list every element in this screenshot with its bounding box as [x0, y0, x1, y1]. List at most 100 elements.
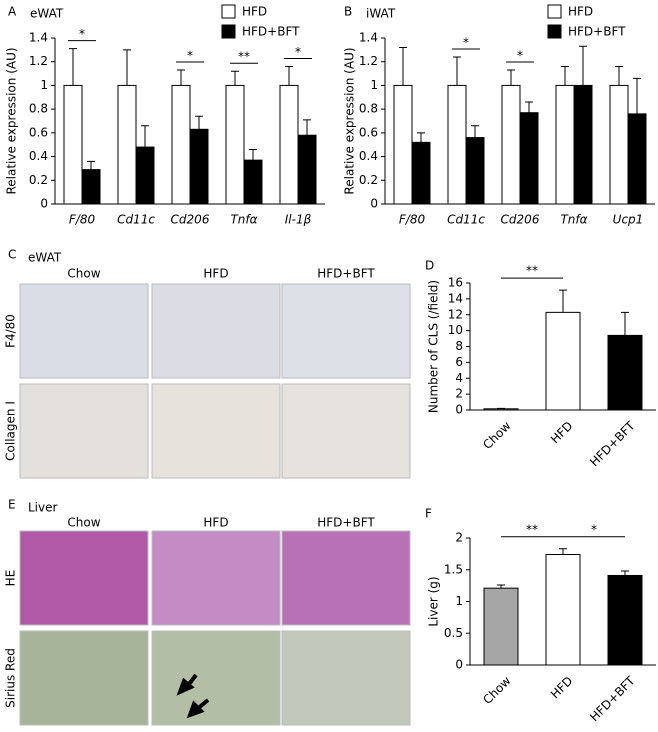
- arrows: [176, 673, 210, 719]
- error-bar: [507, 69, 515, 86]
- bar: [393, 84, 413, 205]
- y-tick-label: 0.8: [359, 102, 378, 116]
- y-tick-label: 0.2: [29, 173, 48, 187]
- legend-label: HFD+BFT: [242, 25, 300, 39]
- arrow: [176, 673, 198, 696]
- legend-swatch: [547, 24, 562, 39]
- significance-label: *: [295, 45, 301, 59]
- error-bar: [177, 69, 185, 86]
- significance-label: **: [526, 522, 538, 536]
- legend-swatch: [547, 4, 562, 19]
- column-label: Chow: [67, 267, 100, 281]
- row-label: F4/80: [4, 314, 18, 348]
- micrograph: [151, 283, 281, 379]
- y-tick-label: 14: [448, 291, 463, 305]
- bar: [189, 128, 209, 205]
- y-tick-label: 0.4: [29, 149, 48, 163]
- bar: [609, 84, 629, 205]
- x-tick-label: HFD: [548, 674, 576, 702]
- error-bar: [621, 311, 629, 336]
- column-label: HFD: [203, 516, 228, 530]
- arrow: [186, 698, 210, 719]
- significance-label: **: [238, 50, 250, 64]
- y-tick-label: 0.4: [359, 149, 378, 163]
- bar: [607, 334, 643, 411]
- error-bar: [123, 49, 131, 86]
- error-bar: [195, 115, 203, 130]
- y-tick-label: 0: [370, 197, 378, 211]
- column-label: HFD+BFT: [317, 516, 375, 530]
- bar: [225, 84, 245, 205]
- panel-letter: C: [8, 248, 16, 262]
- x-tick-label: HFD+BFT: [587, 673, 638, 724]
- y-tick-label: 0.8: [29, 102, 48, 116]
- panel-letter: D: [425, 259, 434, 273]
- y-tick-label: 0.2: [359, 173, 378, 187]
- legend-label: HFD: [242, 5, 267, 19]
- bar: [627, 113, 647, 205]
- y-tick-label: 6: [455, 355, 463, 369]
- significance-label: *: [591, 522, 597, 536]
- x-tick-label: Il-1β: [285, 213, 312, 227]
- panel-title: eWAT: [28, 251, 62, 265]
- micrograph: [151, 530, 281, 626]
- y-tick-label: 1.2: [29, 54, 48, 68]
- error-bar: [69, 48, 77, 86]
- y-axis-label: Liver (g): [427, 576, 441, 626]
- row-label: HE: [4, 570, 18, 587]
- bar: [171, 84, 191, 205]
- bar: [555, 84, 575, 205]
- y-tick-label: 0.5: [444, 626, 463, 640]
- bar: [135, 146, 155, 205]
- panel-title: iWAT: [366, 7, 396, 21]
- bar: [483, 408, 519, 411]
- error-bar: [231, 70, 239, 86]
- column-label: HFD: [203, 267, 228, 281]
- bar: [573, 84, 593, 205]
- error-bar: [303, 119, 311, 136]
- x-tick-label: HFD: [548, 419, 576, 447]
- panel-letter: E: [8, 498, 16, 512]
- bar: [297, 134, 317, 205]
- error-bar: [453, 56, 461, 86]
- bar: [447, 84, 467, 205]
- y-tick-label: 1: [40, 78, 48, 92]
- y-tick-label: 1.4: [29, 31, 48, 45]
- x-tick-label: F/80: [399, 213, 426, 227]
- error-bar: [87, 160, 95, 170]
- panel-letter: B: [344, 5, 352, 19]
- significance-label: *: [463, 35, 469, 49]
- x-tick-label: HFD+BFT: [587, 418, 638, 469]
- y-tick-label: 0: [40, 197, 48, 211]
- bar: [465, 137, 485, 205]
- column-label: Chow: [67, 516, 100, 530]
- bar: [411, 141, 431, 205]
- error-bar: [471, 125, 479, 138]
- error-bar: [579, 45, 587, 86]
- column-label: HFD+BFT: [317, 267, 375, 281]
- y-tick-label: 1: [455, 594, 463, 608]
- error-bar: [559, 289, 567, 313]
- y-tick-label: 8: [455, 339, 463, 353]
- y-tick-label: 16: [448, 276, 463, 290]
- x-tick-label: Tnfα: [560, 213, 587, 227]
- error-bar: [249, 148, 257, 161]
- legend-swatch: [221, 24, 236, 39]
- bar: [607, 574, 643, 666]
- bar: [81, 169, 101, 205]
- micrograph: [19, 530, 149, 626]
- x-tick-label: Cd11c: [117, 213, 155, 227]
- y-tick-label: 2: [455, 387, 463, 401]
- micrograph: [281, 630, 411, 726]
- bar: [279, 84, 299, 205]
- y-tick-label: 10: [448, 323, 463, 337]
- error-bar: [417, 132, 425, 143]
- error-bar: [615, 65, 623, 86]
- micrograph: [151, 630, 281, 726]
- bar: [63, 84, 83, 205]
- x-tick-label: Cd206: [501, 213, 540, 227]
- y-axis-label: Relative expression (AU): [5, 47, 19, 194]
- micrograph: [281, 383, 411, 479]
